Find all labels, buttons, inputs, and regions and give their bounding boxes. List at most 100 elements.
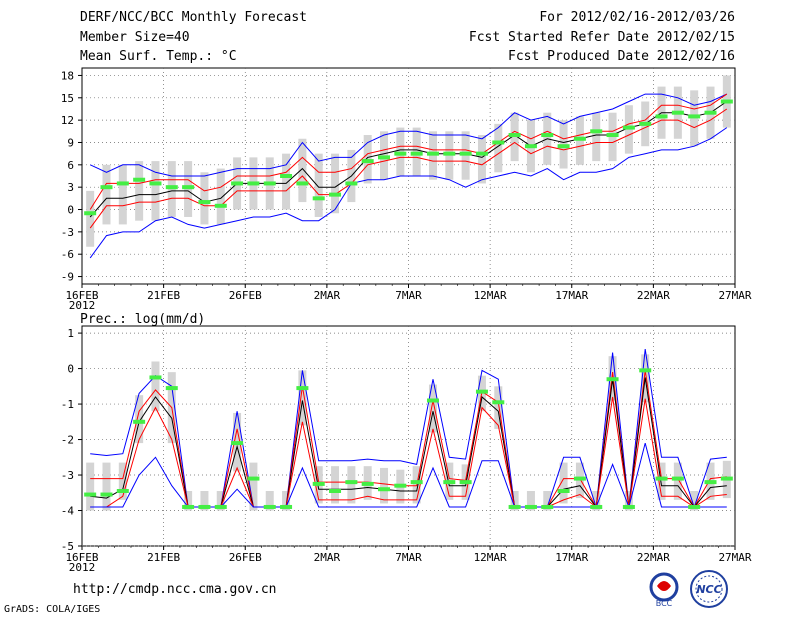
mean-marker — [100, 185, 113, 190]
spread-bar — [331, 466, 340, 504]
mean-marker — [426, 398, 439, 403]
spread-bar — [592, 112, 601, 162]
spread-bar — [200, 172, 209, 225]
mean-marker — [296, 386, 309, 391]
member-size: Member Size=40 — [80, 30, 190, 45]
x-tick-label: 17MAR — [555, 289, 588, 302]
mean-marker — [655, 114, 668, 119]
mean-marker — [263, 181, 276, 186]
mean-marker — [312, 196, 325, 201]
spread-bar — [331, 153, 340, 214]
mean-marker — [508, 504, 521, 509]
mean-marker — [573, 476, 586, 481]
y-tick-label: -9 — [61, 271, 74, 284]
mean-marker — [622, 125, 635, 130]
mean-marker — [84, 211, 97, 216]
x-tick-label: 7MAR — [395, 551, 422, 564]
mean-marker — [182, 504, 195, 509]
mean-marker — [590, 504, 603, 509]
mean-marker — [378, 487, 391, 492]
mean-marker — [557, 144, 570, 149]
x-tick-label: 16FEB — [65, 289, 98, 302]
y-tick-label: 1 — [67, 327, 74, 340]
mean-marker — [688, 504, 701, 509]
spread-bar — [102, 164, 111, 225]
ncc-logo: NCC — [690, 570, 728, 608]
x-tick-label: 22MAR — [637, 551, 670, 564]
mean-marker — [475, 389, 488, 394]
series-q-lower-line — [89, 108, 728, 229]
spread-bar — [314, 153, 323, 217]
spread-bar — [494, 386, 503, 429]
mean-marker — [263, 504, 276, 509]
ncc-logo-inner — [695, 575, 723, 603]
mean-marker — [573, 136, 586, 141]
spread-bar — [151, 161, 160, 221]
y-tick-label: -2 — [61, 434, 74, 447]
mean-marker — [524, 504, 537, 509]
spread-bar — [135, 161, 144, 221]
mean-marker — [541, 504, 554, 509]
mean-marker — [247, 476, 260, 481]
started-date: Fcst Started Refer Date 2012/02/15 — [468, 30, 735, 45]
mean-marker — [508, 133, 521, 138]
mean-marker — [329, 489, 342, 493]
spread-bar — [249, 462, 258, 511]
x-tick-label: 26FEB — [229, 551, 262, 564]
mean-marker — [671, 476, 684, 481]
ncc-logo-text: NCC — [696, 583, 721, 596]
y-tick-label: 12 — [61, 114, 74, 127]
series-median-line — [89, 101, 728, 218]
prec-panel-title: Prec.: log(mm/d) — [80, 312, 205, 327]
mean-marker — [280, 504, 293, 509]
mean-marker — [133, 419, 146, 424]
mean-marker — [443, 151, 456, 156]
spread-bar — [135, 395, 144, 444]
mean-marker — [655, 476, 668, 481]
y-tick-label: 0 — [67, 204, 74, 217]
spread-bar — [118, 462, 127, 500]
mean-marker — [378, 155, 391, 160]
mean-marker — [394, 483, 407, 488]
x-tick-label: 22MAR — [637, 289, 670, 302]
mean-marker — [116, 181, 129, 186]
x-tick-label: 12MAR — [474, 289, 507, 302]
mean-marker — [149, 375, 162, 380]
mean-marker — [606, 377, 619, 382]
ncc-logo-ring — [690, 570, 728, 608]
series-max-line — [89, 93, 728, 177]
mean-marker — [459, 480, 472, 485]
y-tick-label: 15 — [61, 92, 74, 105]
mean-marker — [704, 110, 717, 115]
mean-marker — [231, 441, 244, 446]
mean-marker — [198, 200, 211, 205]
mean-marker — [165, 386, 178, 391]
x-tick-label: 17MAR — [555, 551, 588, 564]
mean-marker — [312, 481, 325, 486]
spread-bar — [184, 491, 193, 511]
x-tick-label: 2MAR — [314, 289, 341, 302]
x-year-label: 2012 — [69, 299, 96, 312]
x-tick-label: 26FEB — [229, 289, 262, 302]
x-tick-label: 21FEB — [147, 289, 180, 302]
temp-panel: -9 -6 -3 0 3 6 9 12 15 18 16FEB 21FEB 26FEB 2MAR 7MAR 1… — [61, 67, 752, 312]
y-tick-label: 0 — [67, 363, 74, 376]
mean-marker — [394, 151, 407, 156]
mean-marker — [182, 185, 195, 190]
spread-bar — [298, 370, 307, 426]
mean-marker — [671, 110, 684, 115]
source-url[interactable]: http://cmdp.ncc.cma.gov.cn — [73, 582, 277, 597]
forecast-period: For 2012/02/16-2012/03/26 — [539, 10, 735, 25]
spread-bar — [102, 462, 111, 511]
mean-marker — [231, 181, 244, 186]
mean-marker — [622, 504, 635, 509]
y-tick-label: 9 — [67, 136, 74, 149]
bcc-logo-ring — [649, 572, 679, 602]
mean-marker — [214, 504, 227, 509]
mean-marker — [475, 151, 488, 156]
spread-bar — [428, 384, 437, 433]
mean-marker — [165, 185, 178, 190]
spread-bar — [526, 491, 535, 511]
x-year-label: 2012 — [69, 561, 96, 574]
y-tick-label: 18 — [61, 69, 74, 82]
